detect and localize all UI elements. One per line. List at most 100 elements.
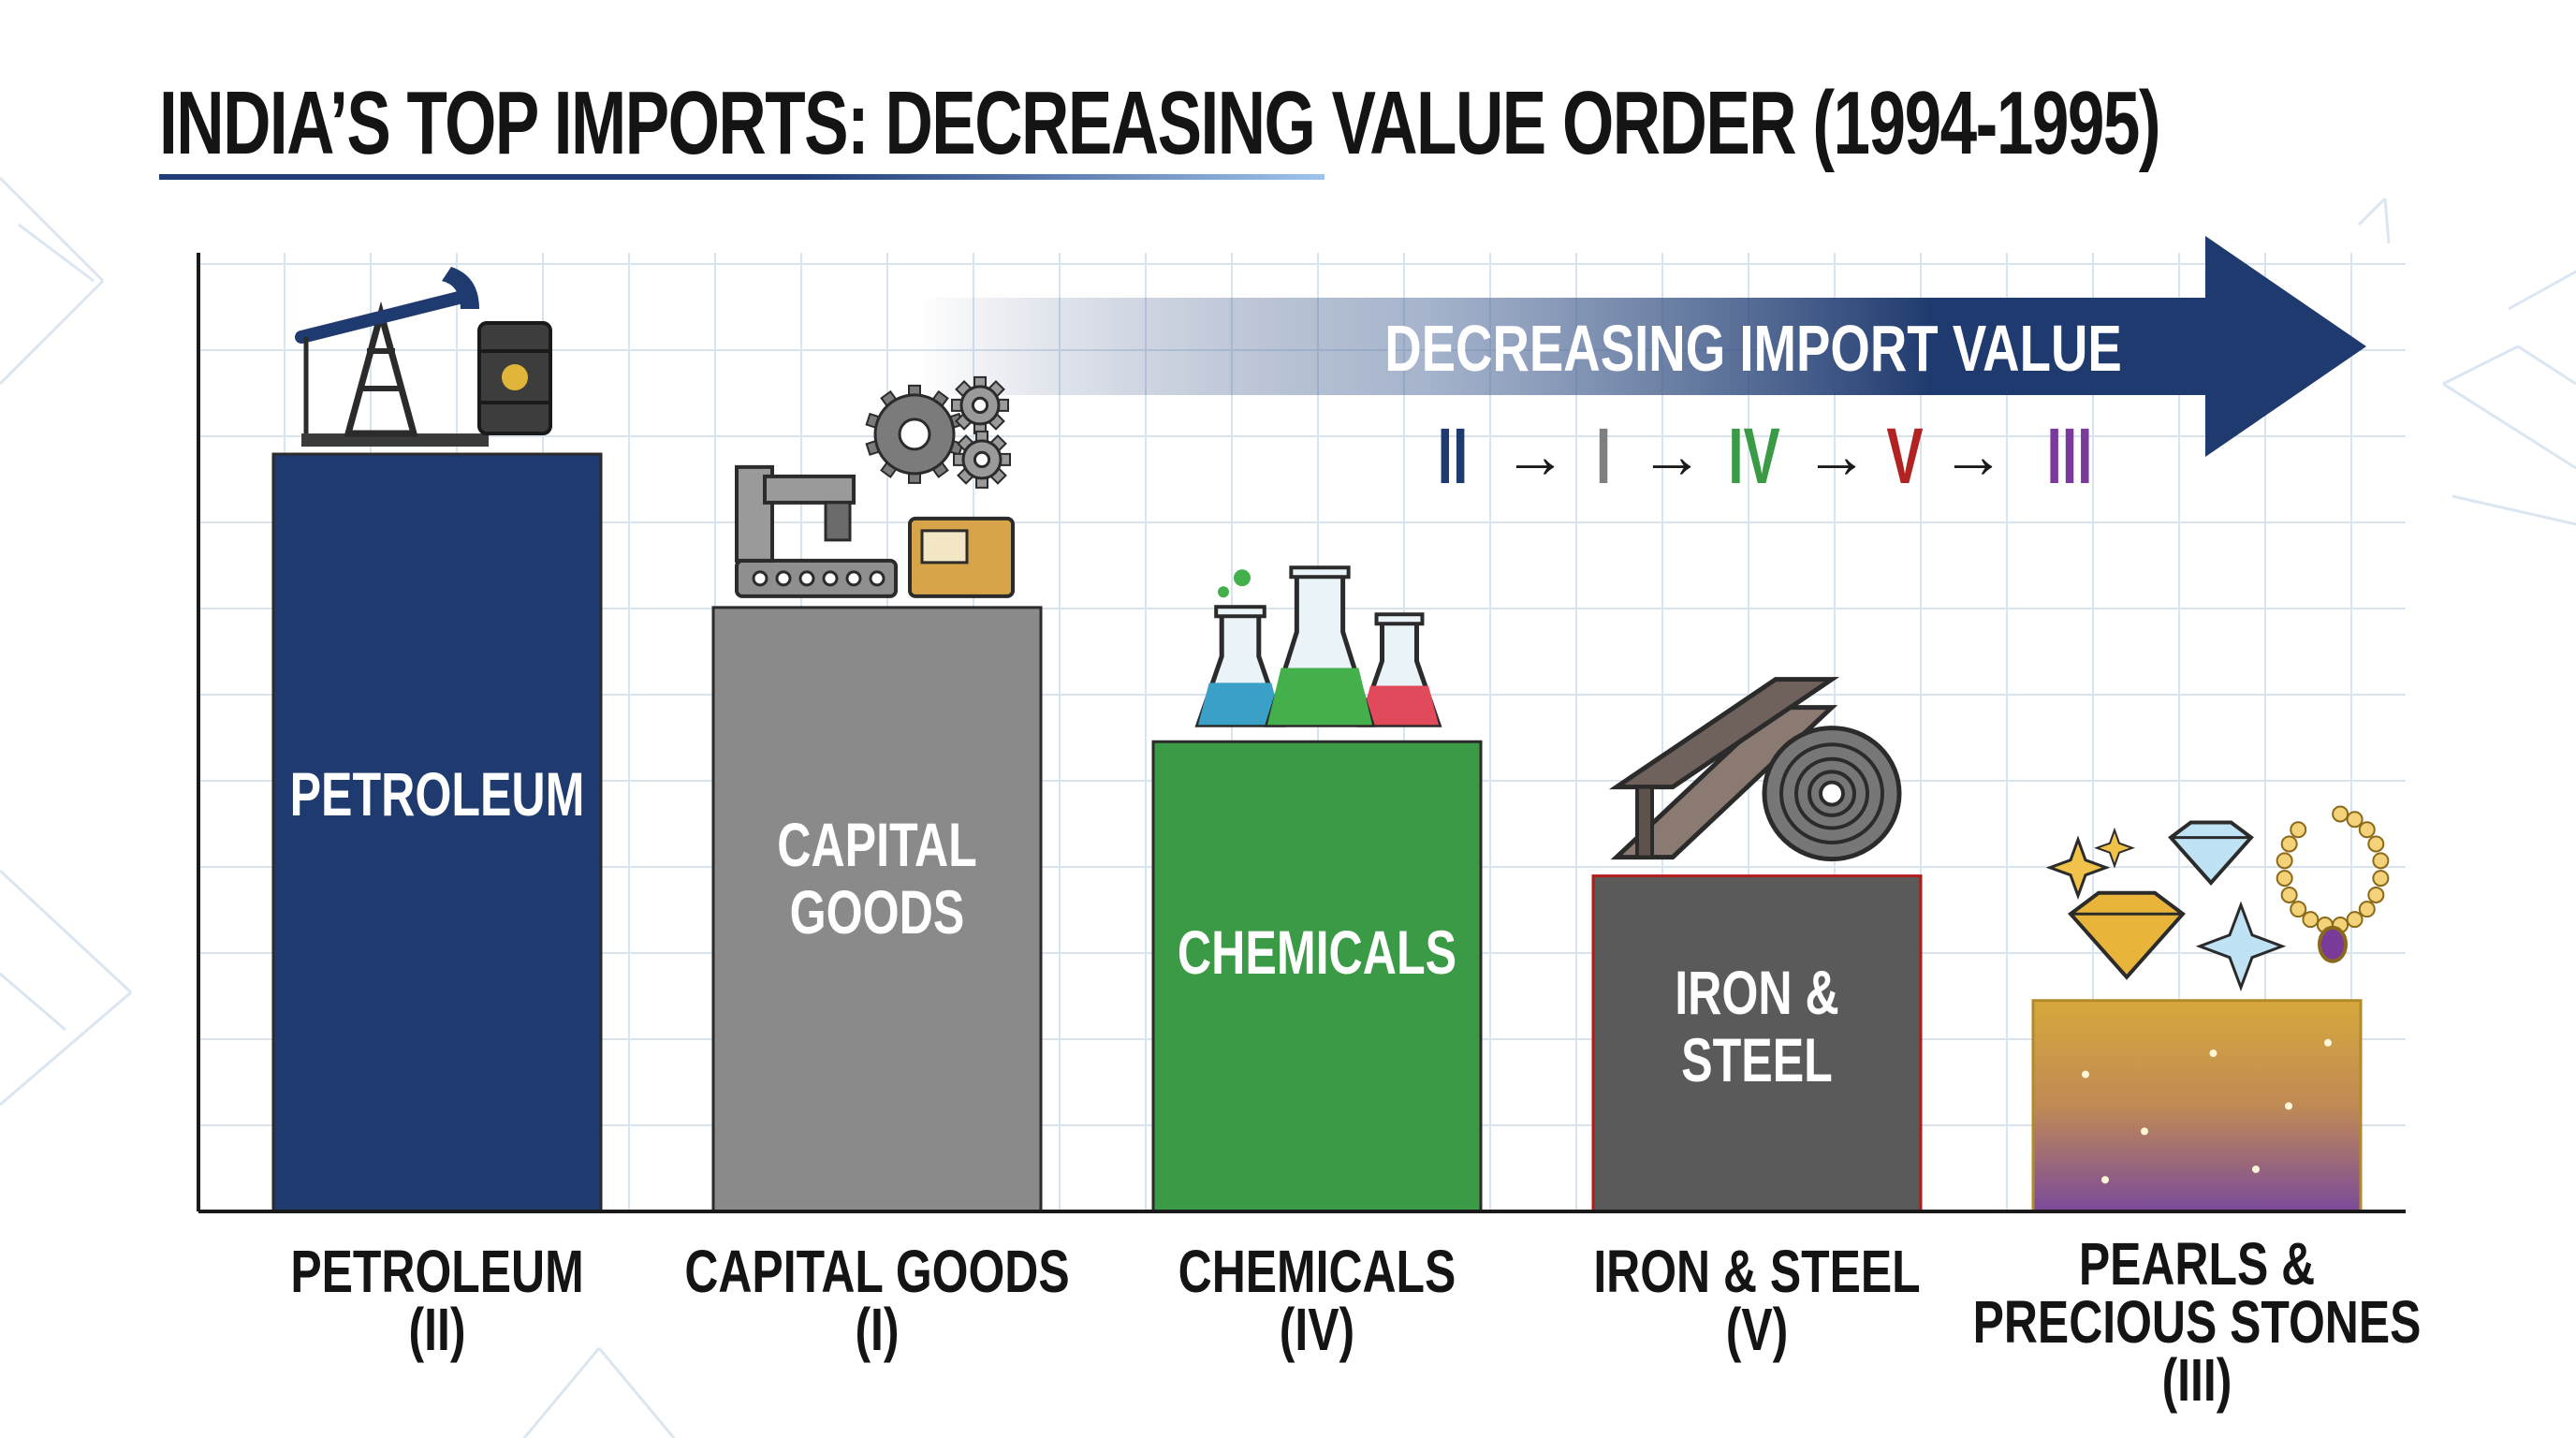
steel-beam-and-coil-icon bbox=[1608, 677, 1902, 862]
background-decoration bbox=[0, 176, 2576, 1438]
necklace-bead bbox=[2372, 870, 2390, 888]
coil-core bbox=[1819, 780, 1845, 807]
necklace-bead bbox=[2367, 835, 2385, 853]
necklace-bead bbox=[2290, 901, 2307, 918]
necklace-bead bbox=[2280, 886, 2298, 903]
sequence-label: III bbox=[2046, 413, 2092, 501]
coil-ring bbox=[1779, 742, 1884, 844]
x-axis-label: (III) bbox=[2162, 1347, 2232, 1414]
x-axis-label: (II) bbox=[409, 1297, 466, 1363]
decoration-line bbox=[0, 972, 66, 1032]
decoration-line bbox=[18, 223, 95, 283]
flask-blue-liquid bbox=[1198, 682, 1282, 726]
sparkle bbox=[2324, 1038, 2332, 1047]
necklace-pendant bbox=[2318, 925, 2348, 963]
decoration-line bbox=[0, 990, 132, 1107]
conveyor bbox=[735, 558, 898, 598]
conveyor-roller bbox=[798, 570, 815, 587]
sparkle-star bbox=[2195, 901, 2287, 991]
sequence-label: I bbox=[1596, 413, 1611, 501]
x-axis-label: (V) bbox=[1726, 1297, 1789, 1363]
machine-arm bbox=[763, 474, 856, 505]
necklace-bead bbox=[2367, 886, 2385, 903]
bar-capital-goods bbox=[711, 606, 1043, 1213]
necklace-bead bbox=[2332, 805, 2349, 823]
machine-head bbox=[824, 501, 852, 542]
gems-and-necklace-icon bbox=[2045, 805, 2390, 991]
necklace-bead bbox=[2280, 835, 2298, 853]
sparkle bbox=[2209, 1049, 2217, 1058]
chemical-flasks-icon bbox=[1194, 565, 1442, 727]
conveyor-roller bbox=[775, 570, 792, 587]
necklace-bead bbox=[2290, 821, 2307, 839]
necklace-bead bbox=[2346, 911, 2364, 929]
flask-green-liquid bbox=[1267, 668, 1372, 726]
flask-green-rim bbox=[1289, 565, 1351, 580]
bar-label: IRON & bbox=[1675, 959, 1839, 1027]
x-axis-label: PETROLEUM bbox=[290, 1239, 583, 1305]
sequence-arrow: → bbox=[1503, 420, 1567, 492]
sparkle bbox=[2141, 1127, 2148, 1136]
decoration-line bbox=[2508, 270, 2576, 311]
icons-group bbox=[295, 267, 2390, 991]
bubble bbox=[1234, 569, 1251, 587]
bar-petroleum bbox=[271, 452, 603, 1213]
decoration-line bbox=[0, 869, 133, 994]
decoration-line bbox=[522, 1347, 601, 1438]
gear-hub bbox=[973, 450, 991, 468]
sparkle bbox=[2285, 1102, 2292, 1110]
sequence-label: V bbox=[1886, 413, 1923, 501]
chart-title: INDIA’S TOP IMPORTS: DECREASING VALUE OR… bbox=[159, 73, 2161, 173]
axes-group bbox=[197, 253, 2406, 1213]
title-underline bbox=[159, 174, 1325, 180]
decoration-line bbox=[2517, 345, 2576, 386]
derrick bbox=[344, 301, 418, 437]
conveyor-roller bbox=[869, 570, 886, 587]
x-axis-label: CAPITAL GOODS bbox=[684, 1239, 1069, 1305]
x-axis-label: (I) bbox=[855, 1297, 899, 1363]
sparkle bbox=[2101, 1176, 2109, 1184]
necklace-bead bbox=[2276, 870, 2293, 888]
panel-screen bbox=[920, 529, 969, 565]
necklace-bead bbox=[2302, 911, 2320, 929]
sequence-label: IV bbox=[1728, 413, 1780, 501]
necklace-bead bbox=[2372, 852, 2390, 870]
sequence-arrow: → bbox=[1805, 420, 1868, 492]
necklace-bead bbox=[2358, 821, 2376, 839]
bar-label: PETROLEUM bbox=[290, 761, 585, 829]
x-axis-labels: PETROLEUM(II)CAPITAL GOODS(I)CHEMICALS(I… bbox=[290, 1231, 2421, 1414]
x-axis-label: PRECIOUS STONES bbox=[1973, 1289, 2422, 1356]
machinery-and-gears-icon bbox=[735, 375, 1015, 598]
bar-label: CAPITAL bbox=[777, 812, 977, 880]
decoration-line bbox=[2357, 197, 2387, 227]
trend-label: DECREASING IMPORT VALUE bbox=[1384, 313, 2122, 386]
decoration-line bbox=[2442, 345, 2519, 386]
x-axis-label: IRON & STEEL bbox=[1593, 1239, 1920, 1305]
conveyor-roller bbox=[752, 570, 768, 587]
bar-pearls-stones bbox=[2031, 999, 2363, 1213]
bar-label: GOODS bbox=[790, 879, 965, 947]
bar-label: CHEMICALS bbox=[1178, 918, 1456, 987]
decoration-line bbox=[0, 176, 105, 283]
x-axis-label: CHEMICALS bbox=[1178, 1239, 1456, 1305]
gear-small-icon bbox=[951, 375, 1009, 434]
bar-iron-steel bbox=[1591, 874, 1923, 1213]
gear-hub bbox=[898, 418, 931, 451]
decoration-line bbox=[2452, 494, 2576, 526]
gold-diamond bbox=[2068, 890, 2186, 980]
sparkle-star bbox=[2045, 835, 2111, 901]
flask-red-rim bbox=[1374, 612, 1425, 626]
conveyor-roller bbox=[822, 570, 839, 587]
flask-red-liquid bbox=[1360, 685, 1439, 726]
sparkle-star bbox=[2094, 827, 2135, 869]
sparkle bbox=[2252, 1165, 2260, 1173]
coil-ring bbox=[1794, 756, 1869, 830]
bar-chemicals bbox=[1151, 740, 1483, 1213]
x-axis-label: (IV) bbox=[1280, 1297, 1354, 1363]
flask-blue-rim bbox=[1214, 605, 1266, 619]
decoration-line bbox=[2383, 198, 2391, 244]
clear-diamond bbox=[2168, 820, 2254, 886]
